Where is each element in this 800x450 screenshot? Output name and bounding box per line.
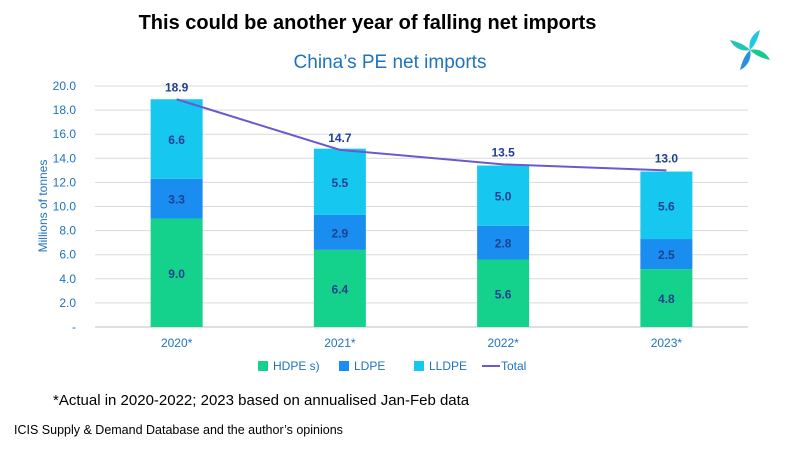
total-value-label: 14.7	[328, 131, 352, 145]
bar-segment	[640, 171, 693, 240]
y-tick-label: 10.0	[53, 200, 77, 214]
x-tick-label: 2020*	[161, 336, 193, 350]
bar-segment	[477, 259, 530, 327]
legend-label: LDPE	[354, 359, 385, 373]
total-value-label: 18.9	[165, 80, 189, 94]
legend-label: LLDPE	[429, 359, 467, 373]
bar-segment	[640, 239, 693, 270]
legend-swatch	[258, 361, 268, 371]
legend-label: HDPE s)	[273, 359, 320, 373]
bar-value-label: 6.4	[332, 282, 349, 296]
bar-segment	[150, 99, 203, 179]
bar-value-label: 5.0	[495, 190, 512, 204]
bar-value-label: 2.5	[658, 248, 675, 262]
y-tick-label: 18.0	[53, 103, 77, 117]
bar-value-label: 5.6	[658, 199, 675, 213]
chart-title: China’s PE net imports	[293, 52, 487, 73]
bar-value-label: 3.3	[168, 193, 185, 207]
legend-swatch	[339, 361, 349, 371]
source-note: ICIS Supply & Demand Database and the au…	[14, 423, 343, 437]
y-tick-label: -	[72, 320, 76, 334]
bar-value-label: 5.6	[495, 287, 512, 301]
bar-segment	[150, 178, 203, 219]
legend-label: Total	[501, 359, 526, 373]
y-tick-label: 20.0	[53, 79, 77, 93]
bar-segment	[313, 214, 366, 250]
total-value-label: 13.5	[491, 145, 515, 159]
bar-segment	[640, 269, 693, 327]
bar-segment	[313, 249, 366, 327]
bar-value-label: 9.0	[168, 267, 185, 281]
bar-value-label: 2.9	[332, 226, 349, 240]
y-axis-label: Millions of tonnes	[36, 160, 50, 253]
y-tick-label: 2.0	[59, 296, 76, 310]
bar-segment	[477, 165, 530, 226]
y-tick-label: 16.0	[53, 127, 77, 141]
y-tick-label: 6.0	[59, 248, 76, 262]
icis-logo-icon	[730, 30, 770, 70]
x-tick-label: 2021*	[324, 336, 356, 350]
x-tick-label: 2022*	[487, 336, 519, 350]
x-tick-label: 2023*	[651, 336, 683, 350]
bar-segment	[150, 218, 203, 327]
bar-segment	[477, 225, 530, 260]
y-tick-label: 12.0	[53, 175, 77, 189]
total-line	[176, 98, 667, 172]
slide-title: This could be another year of falling ne…	[138, 12, 597, 34]
legend-swatch	[414, 361, 424, 371]
bar-value-label: 6.6	[168, 133, 185, 147]
footnote: *Actual in 2020-2022; 2023 based on annu…	[53, 392, 470, 409]
y-tick-label: 14.0	[53, 151, 77, 165]
y-tick-label: 4.0	[59, 272, 76, 286]
total-value-label: 13.0	[655, 151, 679, 165]
bar-value-label: 5.5	[332, 176, 349, 190]
bar-segment	[313, 148, 366, 215]
bar-value-label: 4.8	[658, 292, 675, 306]
y-tick-label: 8.0	[59, 224, 76, 238]
bar-value-label: 2.8	[495, 237, 512, 251]
